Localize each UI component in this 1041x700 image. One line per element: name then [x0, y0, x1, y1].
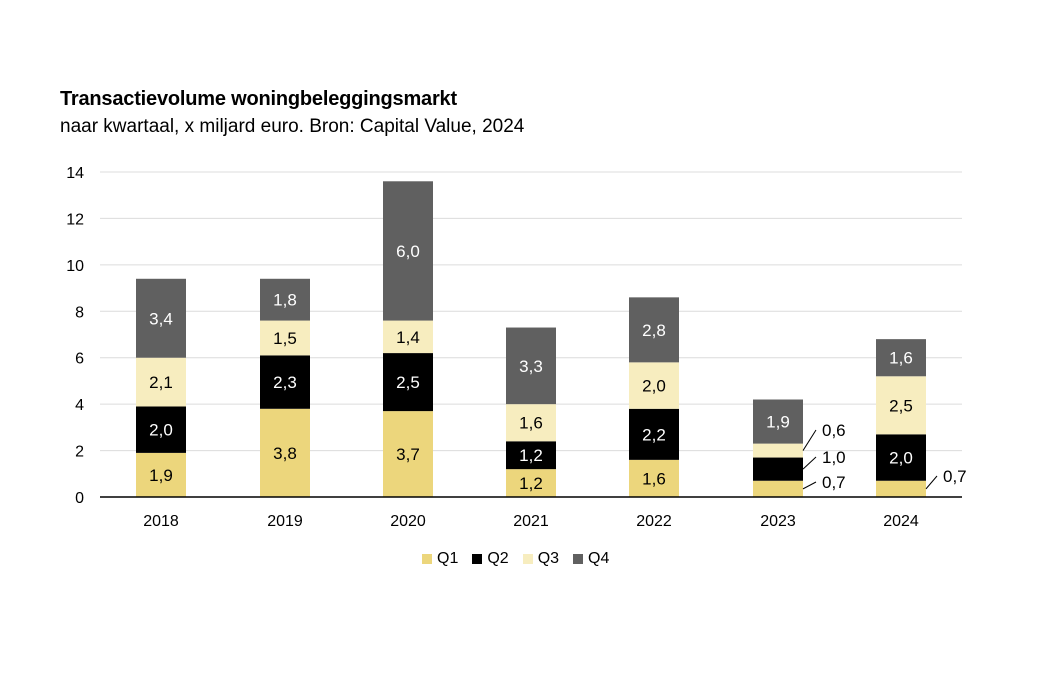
x-tick-label: 2018	[143, 513, 179, 530]
bar-segment-q1	[260, 408, 310, 497]
y-tick-label: 12	[66, 211, 84, 228]
data-label: 1,6	[642, 469, 666, 488]
legend-item-q1: Q1	[422, 550, 458, 568]
legend: Q1 Q2 Q3 Q4	[422, 550, 609, 568]
legend-item-q2: Q2	[472, 550, 509, 568]
y-tick-label: 8	[75, 304, 84, 321]
bar-segment-q3	[383, 320, 433, 354]
bar-segment-q1	[753, 480, 803, 497]
bar-segment-q2	[136, 406, 186, 453]
x-tick-label: 2022	[636, 513, 672, 530]
bar-segment-q3	[876, 376, 926, 435]
chart-subtitle: naar kwartaal, x miljard euro. Bron: Cap…	[60, 116, 525, 137]
x-tick-label: 2024	[883, 513, 919, 530]
y-tick-label: 14	[66, 165, 84, 182]
legend-label-q2: Q2	[487, 550, 509, 567]
bar-segment-q4	[136, 278, 186, 358]
leader-line	[802, 481, 817, 490]
bar-segment-q4	[383, 181, 433, 321]
data-label: 2,0	[149, 421, 173, 440]
y-tick-label: 6	[75, 351, 84, 368]
bar-segment-q4	[876, 339, 926, 377]
data-label: 1,0	[822, 448, 846, 467]
data-label: 2,5	[889, 396, 913, 415]
x-tick-label: 2020	[390, 513, 426, 530]
y-tick-label: 10	[66, 258, 84, 275]
legend-item-q4: Q4	[573, 550, 609, 568]
bar-segment-q1	[876, 480, 926, 497]
legend-label-q4: Q4	[588, 550, 610, 567]
data-label: 6,0	[396, 242, 420, 261]
bar-segment-q3	[136, 357, 186, 407]
data-label: 2,1	[149, 373, 173, 392]
y-tick-label: 0	[75, 490, 84, 507]
bar-segment-q1	[383, 411, 433, 497]
x-tick-label: 2023	[760, 513, 796, 530]
chart-title: Transactievolume woningbeleggingsmarkt	[60, 88, 457, 110]
bar-segment-q1	[506, 469, 556, 497]
legend-swatch-q3	[522, 554, 533, 564]
bar-segment-q2	[383, 353, 433, 412]
bar-segment-q4	[753, 399, 803, 444]
legend-swatch-q4	[573, 554, 584, 564]
legend-label-q3: Q3	[537, 550, 560, 567]
bar-segment-q4	[506, 327, 556, 405]
bar-segment-q1	[136, 452, 186, 497]
data-label: 1,2	[519, 446, 543, 465]
x-tick-label: 2021	[513, 513, 549, 530]
data-label: 0,6	[822, 421, 846, 440]
y-tick-label: 2	[75, 444, 84, 461]
data-label: 3,4	[149, 309, 173, 328]
data-label: 1,9	[149, 466, 173, 485]
legend-swatch-q1	[422, 554, 432, 564]
legend-label-q1: Q1	[437, 550, 459, 567]
x-tick-label: 2019	[267, 513, 303, 530]
bar-segment-q1	[629, 459, 679, 497]
data-label: 1,6	[519, 414, 543, 433]
legend-item-q3: Q3	[522, 550, 560, 568]
data-label: 3,8	[273, 444, 297, 463]
data-label: 0,7	[943, 467, 967, 486]
bar-segment-q2	[753, 457, 803, 481]
data-label: 2,3	[273, 373, 297, 392]
bar-segment-q3	[260, 320, 310, 356]
data-label: 2,0	[642, 377, 666, 396]
bar-segment-q2	[876, 434, 926, 481]
data-label: 3,3	[519, 357, 543, 376]
data-label: 1,2	[519, 474, 543, 493]
bar-segment-q4	[260, 278, 310, 321]
y-tick-label: 4	[75, 397, 84, 414]
bar-segment-q2	[629, 408, 679, 460]
bar-segment-q3	[506, 404, 556, 442]
data-label: 2,2	[642, 425, 666, 444]
data-label: 2,0	[889, 449, 913, 468]
data-label: 2,5	[396, 373, 420, 392]
data-label: 1,6	[889, 349, 913, 368]
data-label: 1,9	[766, 413, 790, 432]
data-label: 1,4	[396, 328, 420, 347]
legend-swatch-q2	[472, 554, 483, 564]
bar-segment-q2	[506, 441, 556, 470]
bar-segment-q4	[629, 297, 679, 363]
bar-segment-q3	[629, 362, 679, 409]
leader-line	[802, 429, 817, 451]
data-label: 1,8	[273, 291, 297, 310]
bar-segment-q3	[753, 443, 803, 458]
bar-segment-q2	[260, 355, 310, 409]
leader-line	[925, 475, 938, 490]
leader-line	[802, 456, 817, 470]
data-label: 2,8	[642, 321, 666, 340]
data-label: 0,7	[822, 473, 846, 492]
data-label: 3,7	[396, 445, 420, 464]
data-label: 1,5	[273, 329, 297, 348]
